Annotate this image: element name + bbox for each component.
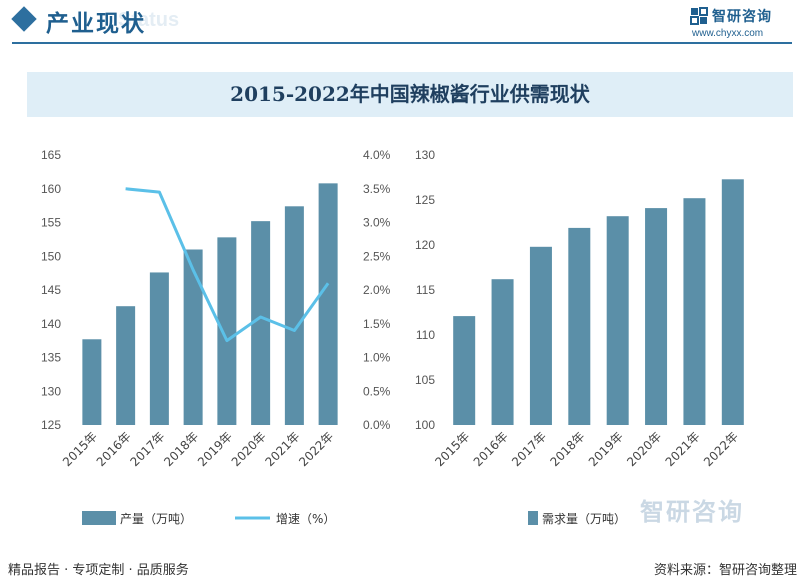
brand: 智研咨询 www.chyxx.com	[686, 6, 806, 40]
page-header: Status 产业现状 智研咨询 www.chyxx.com	[0, 0, 809, 44]
x-tick-label: 2016年	[94, 429, 134, 469]
y-left-tick-label: 155	[41, 216, 61, 230]
footer-source: 资料来源：智研咨询整理	[653, 563, 797, 578]
y-tick-label: 105	[415, 373, 435, 387]
y-right-tick-label: 0.0%	[363, 418, 391, 432]
footer-tagline: 精品报告 · 专项定制 · 品质服务	[8, 563, 189, 578]
demand-bar	[529, 246, 552, 425]
demand-bar	[453, 316, 476, 425]
production-bar	[284, 206, 304, 425]
y-left-tick-label: 125	[41, 418, 61, 432]
y-left-tick-label: 140	[41, 317, 61, 331]
demand-bar	[606, 216, 629, 425]
chart-title: 2015-2022年中国辣椒酱行业供需现状	[230, 82, 590, 106]
production-bar	[217, 237, 237, 425]
y-right-tick-label: 3.5%	[363, 182, 391, 196]
brand-logo-icon	[690, 7, 708, 25]
demand-bar	[645, 208, 668, 425]
demand-bar	[721, 179, 744, 425]
y-right-tick-label: 1.5%	[363, 317, 391, 331]
y-left-tick-label: 165	[41, 148, 61, 162]
y-tick-label: 125	[415, 193, 435, 207]
x-tick-label: 2020年	[624, 429, 664, 469]
x-tick-label: 2016年	[471, 429, 511, 469]
y-tick-label: 130	[415, 148, 435, 162]
y-tick-label: 110	[416, 328, 435, 342]
x-tick-label: 2020年	[229, 429, 269, 469]
y-right-tick-label: 0.5%	[363, 384, 391, 398]
x-tick-label: 2018年	[161, 429, 201, 469]
page-footer: 精品报告 · 专项定制 · 品质服务 资料来源：智研咨询整理	[0, 556, 809, 581]
production-bar	[149, 272, 169, 425]
header-divider	[12, 42, 792, 44]
x-tick-label: 2015年	[60, 429, 100, 469]
demand-bar	[683, 198, 706, 425]
brand-url: www.chyxx.com	[692, 28, 764, 39]
x-tick-label: 2019年	[195, 429, 235, 469]
production-bar	[82, 339, 102, 425]
legend-demand-label: 需求量（万吨）	[542, 512, 626, 526]
x-tick-label: 2021年	[663, 429, 703, 469]
diamond-icon	[11, 6, 37, 32]
production-bar	[183, 249, 203, 425]
y-left-tick-label: 135	[41, 351, 61, 365]
x-tick-label: 2015年	[432, 429, 472, 469]
y-right-tick-label: 2.5%	[363, 249, 391, 263]
x-tick-label: 2022年	[701, 429, 741, 469]
y-right-tick-label: 1.0%	[363, 351, 391, 365]
header-watermark: Status	[118, 9, 180, 31]
page-title: 产业现状	[46, 11, 146, 37]
x-tick-label: 2017年	[128, 429, 168, 469]
demand-bar	[491, 279, 514, 425]
y-right-tick-label: 4.0%	[363, 148, 391, 162]
demand-bar	[568, 227, 591, 425]
production-chart: 125 130 135 140 145 150 155 160 165 0.0% 0.5% 1.0% 1…	[41, 148, 391, 526]
legend-production-swatch	[82, 511, 116, 525]
growth-rate-line	[125, 187, 330, 343]
x-tick-label: 2018年	[547, 429, 587, 469]
production-bar	[251, 221, 271, 425]
legend-growth-label: 增速（%）	[276, 512, 335, 526]
y-tick-label: 120	[415, 238, 435, 252]
x-tick-label: 2019年	[586, 429, 626, 469]
legend-production-label: 产量（万吨）	[120, 512, 192, 526]
y-left-tick-label: 130	[41, 384, 61, 398]
x-tick-label: 2022年	[296, 429, 336, 469]
demand-chart: 100 105 110 115 120 125 130 2015年2016年2017年2018…	[415, 148, 744, 526]
chart-banner: 2015-2022年中国辣椒酱行业供需现状	[27, 72, 793, 117]
y-left-tick-label: 145	[41, 283, 61, 297]
y-right-tick-label: 3.0%	[363, 216, 391, 230]
y-tick-label: 115	[416, 283, 435, 297]
production-bar	[318, 183, 338, 425]
y-left-tick-label: 150	[41, 249, 61, 263]
production-bar	[116, 306, 136, 425]
y-left-tick-label: 160	[41, 182, 61, 196]
footer-brand-watermark: 智研咨询	[640, 498, 744, 526]
x-tick-label: 2017年	[509, 429, 549, 469]
brand-name: 智研咨询	[712, 9, 772, 25]
y-tick-label: 100	[415, 418, 435, 432]
x-tick-label: 2021年	[263, 429, 303, 469]
y-right-tick-label: 2.0%	[363, 283, 391, 297]
legend-demand-swatch	[528, 511, 538, 525]
